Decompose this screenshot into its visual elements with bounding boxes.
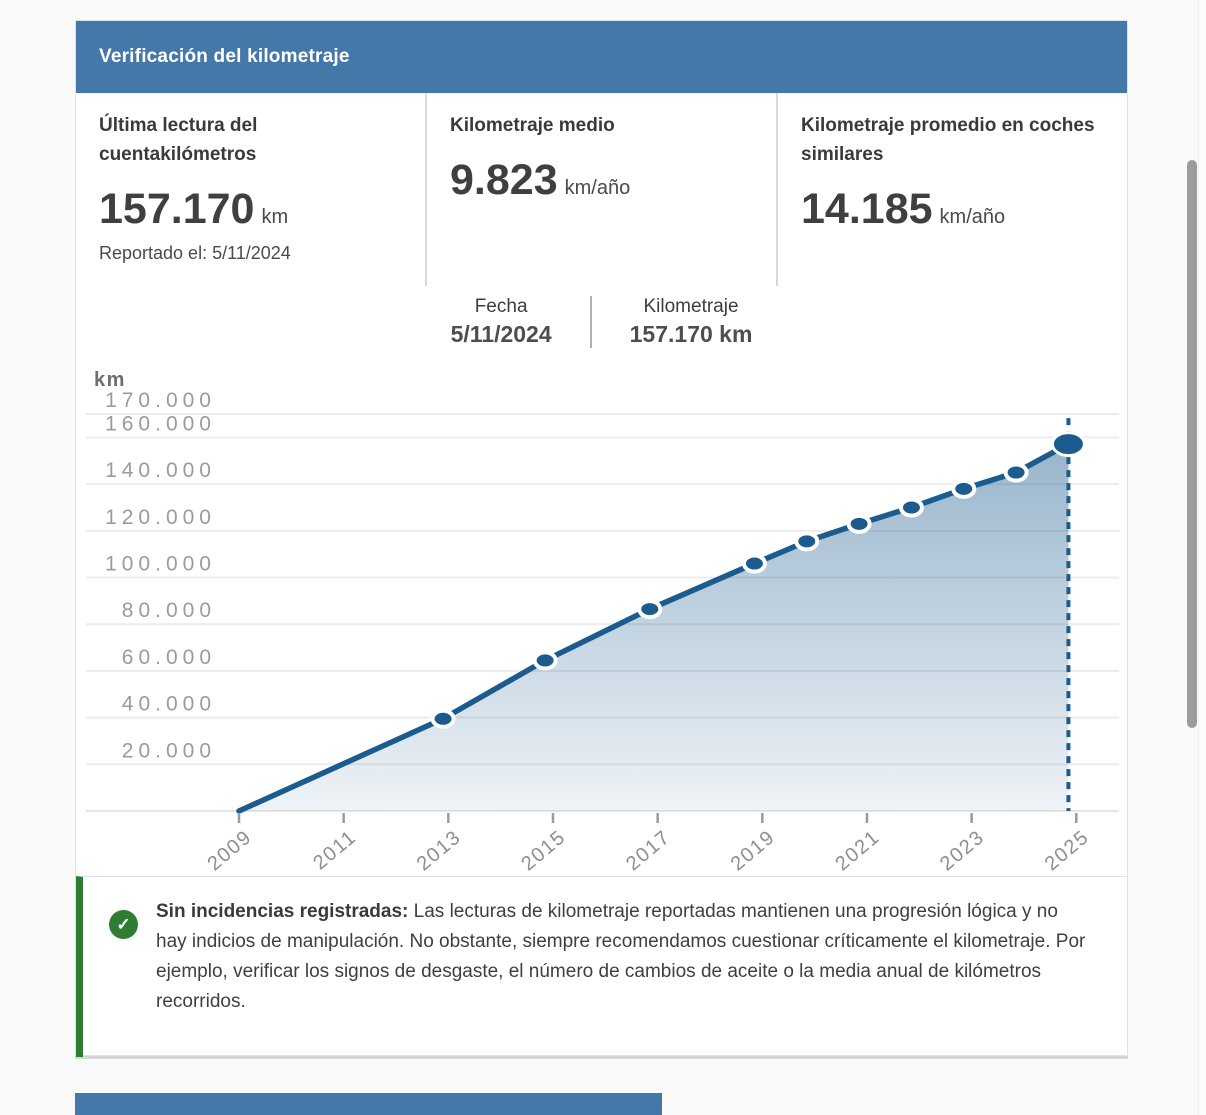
data-point-dot[interactable] xyxy=(532,650,558,671)
data-point-dot[interactable] xyxy=(898,497,924,518)
stats-row: Última lectura del cuentakilómetros 157.… xyxy=(76,93,1127,286)
data-point-dot[interactable] xyxy=(794,531,820,552)
y-tick-label: 80.000 xyxy=(122,599,216,622)
tooltip-km-label: Kilometraje xyxy=(643,296,739,317)
y-tick-label: 40.000 xyxy=(122,693,216,716)
y-tick-label: 20.000 xyxy=(122,739,216,762)
data-point-dot[interactable] xyxy=(846,513,872,534)
data-point-dot[interactable] xyxy=(951,478,977,499)
x-tick-label: 2009 xyxy=(203,826,256,875)
y-tick-label: 160.000 xyxy=(105,412,216,435)
y-tick-label: 60.000 xyxy=(122,646,216,669)
section-header: Verificación del kilometraje xyxy=(76,21,1127,93)
y-tick-label: 140.000 xyxy=(105,459,216,482)
stat-unit: km/año xyxy=(939,206,1006,228)
x-tick-label: 2013 xyxy=(413,826,466,875)
y-tick-label: 170.000 xyxy=(105,389,216,412)
no-incidents-message: ✓ Sin incidencias registradas: Las lectu… xyxy=(76,876,1127,1057)
data-point-dot[interactable] xyxy=(430,708,456,729)
stat-average-mileage: Kilometraje medio 9.823 km/año xyxy=(425,93,776,286)
scrollbar-thumb[interactable] xyxy=(1187,160,1197,728)
tooltip-date-cell: Fecha 5/11/2024 xyxy=(413,296,590,348)
tooltip-km-cell: Kilometraje 157.170 km xyxy=(592,296,791,348)
next-section-header-partial xyxy=(75,1093,662,1115)
stat-label: Kilometraje promedio en coches similares xyxy=(801,115,1095,165)
stat-unit: km/año xyxy=(564,177,631,199)
x-tick-label: 2021 xyxy=(831,826,884,875)
mileage-verification-card: Verificación del kilometraje Última lect… xyxy=(75,20,1128,1057)
highlighted-data-point[interactable] xyxy=(1050,431,1086,458)
check-icon: ✓ xyxy=(109,910,138,939)
mileage-chart-section: Fecha 5/11/2024 Kilometraje 157.170 km k… xyxy=(76,286,1127,876)
stat-value: 157.170 xyxy=(99,185,255,233)
stat-value: 9.823 xyxy=(450,156,558,204)
data-point-dot[interactable] xyxy=(741,553,767,574)
stat-value-row: 9.823 km/año xyxy=(450,156,750,205)
data-point-dot[interactable] xyxy=(1003,462,1029,483)
stat-label: Kilometraje medio xyxy=(450,115,615,136)
stat-value: 14.185 xyxy=(801,185,933,233)
message-text: Sin incidencias registradas: Las lectura… xyxy=(156,897,1086,1017)
stat-value-row: 14.185 km/año xyxy=(801,185,1101,234)
data-point-dot[interactable] xyxy=(637,599,663,620)
x-tick-label: 2019 xyxy=(727,826,780,875)
section-title: Verificación del kilometraje xyxy=(99,46,350,67)
message-body: Las lecturas de kilometraje reportadas m… xyxy=(156,901,1086,1012)
stat-value-row: 157.170 km xyxy=(99,185,399,234)
y-axis-title: km xyxy=(94,369,126,391)
y-tick-label: 120.000 xyxy=(105,506,216,529)
tooltip-km-value: 157.170 km xyxy=(629,321,753,347)
stat-reported-date: Reportado el: 5/11/2024 xyxy=(99,243,291,263)
x-tick-label: 2025 xyxy=(1041,826,1094,875)
stat-similar-cars-average: Kilometraje promedio en coches similares… xyxy=(776,93,1127,286)
stat-last-reading: Última lectura del cuentakilómetros 157.… xyxy=(76,93,425,286)
chart-tooltip: Fecha 5/11/2024 Kilometraje 157.170 km xyxy=(76,296,1127,348)
tooltip-date-label: Fecha xyxy=(474,296,528,317)
x-tick-label: 2017 xyxy=(622,826,675,875)
y-tick-label: 100.000 xyxy=(105,553,216,576)
scrollbar-track[interactable] xyxy=(1198,0,1206,1115)
stat-unit: km xyxy=(261,206,289,228)
tooltip-date-value: 5/11/2024 xyxy=(450,321,552,347)
tooltip-divider xyxy=(589,296,592,348)
message-title: Sin incidencias registradas: xyxy=(156,901,409,922)
x-tick-label: 2023 xyxy=(936,826,989,875)
stat-label: Última lectura del cuentakilómetros xyxy=(99,115,258,165)
x-tick-label: 2015 xyxy=(517,826,570,875)
x-tick-label: 2011 xyxy=(309,826,361,874)
